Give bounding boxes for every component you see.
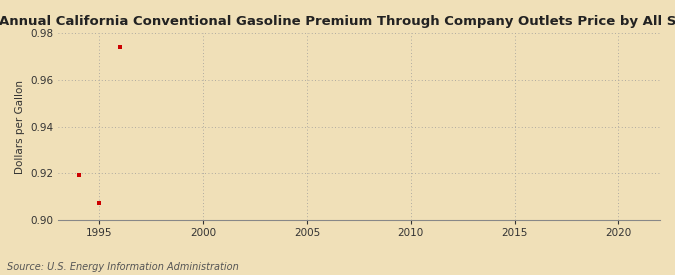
- Title: Annual California Conventional Gasoline Premium Through Company Outlets Price by: Annual California Conventional Gasoline …: [0, 15, 675, 28]
- Y-axis label: Dollars per Gallon: Dollars per Gallon: [15, 79, 25, 174]
- Text: Source: U.S. Energy Information Administration: Source: U.S. Energy Information Administ…: [7, 262, 238, 272]
